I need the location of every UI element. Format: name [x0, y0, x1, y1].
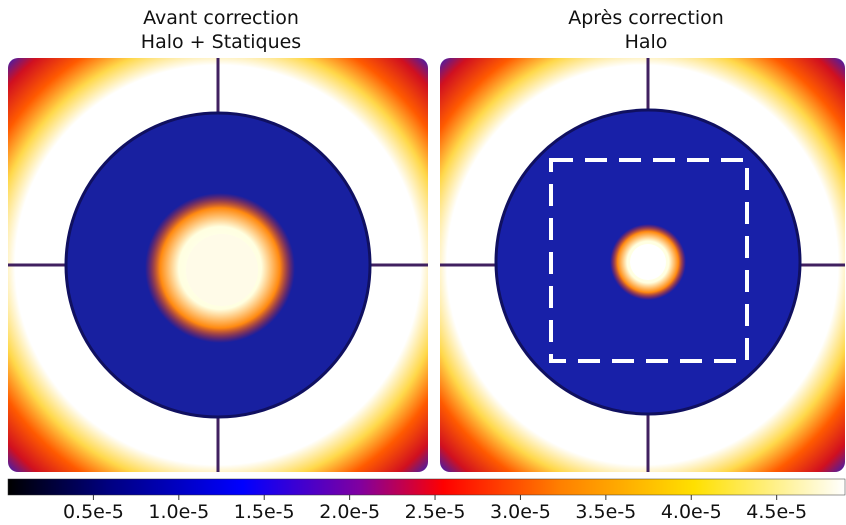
- tick-label: 3.5e-5: [575, 501, 636, 523]
- tick-label: 2.0e-5: [319, 501, 380, 523]
- panel-title: Avant correction: [143, 7, 299, 29]
- panel-title: Halo + Statiques: [141, 31, 301, 53]
- left-image: [8, 58, 428, 472]
- right-image: [440, 58, 845, 472]
- tick-label: 4.0e-5: [661, 501, 722, 523]
- panel-title: Après correction: [568, 7, 724, 29]
- tick-label: 1.0e-5: [148, 501, 209, 523]
- tick-label: 2.5e-5: [405, 501, 466, 523]
- tick-label: 4.5e-5: [746, 501, 807, 523]
- colorbar: [7, 478, 846, 496]
- panel-title: Halo: [625, 31, 668, 53]
- tick-label: 0.5e-5: [63, 501, 124, 523]
- tick-label: 3.0e-5: [490, 501, 551, 523]
- tick-label: 1.5e-5: [234, 501, 295, 523]
